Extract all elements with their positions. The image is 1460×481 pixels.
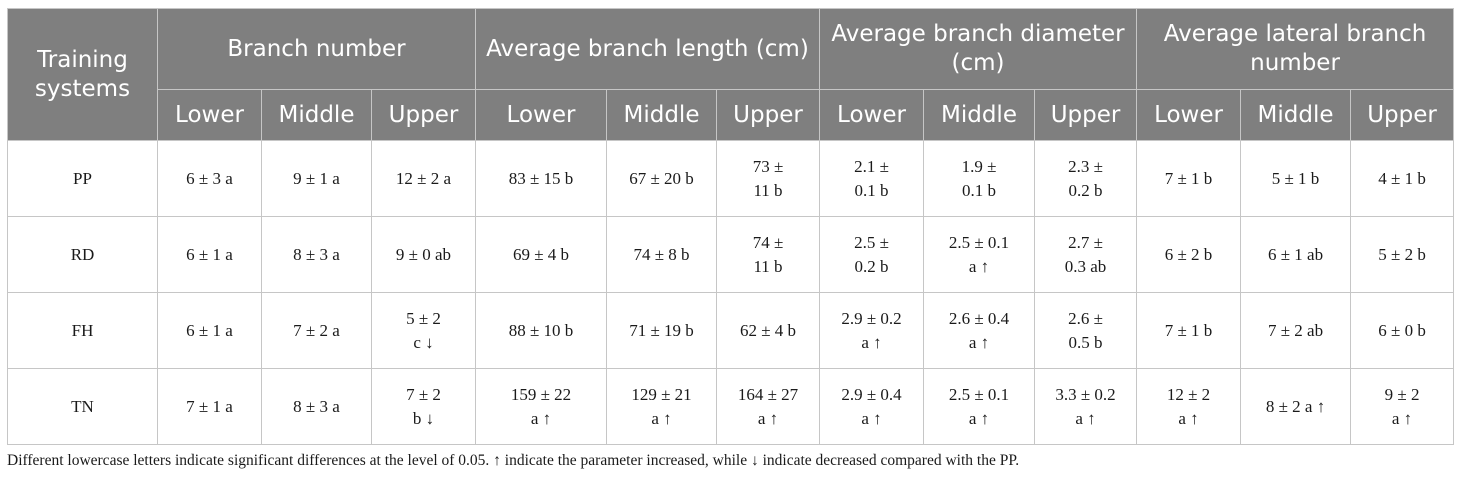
table-cell: 6 ± 0 b — [1350, 292, 1455, 369]
subheader-middle: Middle — [1240, 89, 1352, 141]
table-cell: 7 ± 2 b ↓ — [371, 368, 476, 445]
table-row: RD 6 ± 1 a 8 ± 3 a 9 ± 0 ab 69 ± 4 b 74 … — [7, 216, 1455, 293]
table-cell: 6 ± 1 ab — [1240, 216, 1352, 293]
subheader-lower: Lower — [819, 89, 924, 141]
table-cell: 2.9 ± 0.2 a ↑ — [819, 292, 924, 369]
table-cell: 2.5 ± 0.1 a ↑ — [923, 216, 1035, 293]
table-cell: 7 ± 2 ab — [1240, 292, 1352, 369]
table-row: TN 7 ± 1 a 8 ± 3 a 7 ± 2 b ↓ 159 ± 22 a … — [7, 368, 1455, 445]
table-cell: 7 ± 1 a — [157, 368, 262, 445]
table-cell: 159 ± 22 a ↑ — [475, 368, 607, 445]
table-cell: 2.6 ± 0.5 b — [1033, 292, 1138, 369]
table-cell: 6 ± 2 b — [1136, 216, 1242, 293]
table-cell: 5 ± 1 b — [1240, 140, 1352, 217]
table-cell: 2.6 ± 0.4 a ↑ — [923, 292, 1035, 369]
header-average-branch-diameter: Average branch diameter (cm) — [818, 8, 1138, 90]
table-cell: 74 ± 11 b — [716, 216, 820, 293]
table-row: FH 6 ± 1 a 7 ± 2 a 5 ± 2 c ↓ 88 ± 10 b 7… — [7, 292, 1455, 369]
table-cell: 2.5 ± 0.1 a ↑ — [923, 368, 1035, 445]
subheader-upper: Upper — [371, 89, 476, 141]
table-cell: 4 ± 1 b — [1350, 140, 1455, 217]
table-cell: 9 ± 2 a ↑ — [1350, 368, 1455, 445]
table-cell: 9 ± 0 ab — [371, 216, 476, 293]
table-cell: 2.3 ± 0.2 b — [1033, 140, 1138, 217]
table-cell: 129 ± 21 a ↑ — [606, 368, 717, 445]
table-cell: 7 ± 1 b — [1136, 292, 1242, 369]
header-average-lateral-branch-number: Average lateral branch number — [1136, 8, 1455, 90]
table-cell: 1.9 ± 0.1 b — [923, 140, 1035, 217]
table-cell: 6 ± 1 a — [157, 216, 262, 293]
table-row: PP 6 ± 3 a 9 ± 1 a 12 ± 2 a 83 ± 15 b 67… — [7, 140, 1455, 217]
table-cell: 8 ± 2 a ↑ — [1240, 368, 1352, 445]
table-cell: 71 ± 19 b — [606, 292, 717, 369]
subheader-lower: Lower — [1136, 89, 1242, 141]
table-cell: 2.9 ± 0.4 a ↑ — [819, 368, 924, 445]
header-branch-number: Branch number — [157, 8, 476, 90]
table-cell: 9 ± 1 a — [261, 140, 372, 217]
table-cell: 5 ± 2 c ↓ — [371, 292, 476, 369]
table-cell: 12 ± 2 a ↑ — [1136, 368, 1242, 445]
table-cell: 12 ± 2 a — [371, 140, 476, 217]
subheader-middle: Middle — [606, 89, 717, 141]
subheader-middle: Middle — [923, 89, 1035, 141]
table-cell: 8 ± 3 a — [261, 368, 372, 445]
table-cell: 73 ± 11 b — [716, 140, 820, 217]
subheader-middle: Middle — [261, 89, 372, 141]
subheader-lower: Lower — [157, 89, 262, 141]
table-cell: 5 ± 2 b — [1350, 216, 1455, 293]
data-table-container: Training systems Branch number Average b… — [7, 8, 1455, 445]
table-cell: 2.5 ± 0.2 b — [819, 216, 924, 293]
row-label: TN — [7, 368, 158, 445]
table-cell: 6 ± 3 a — [157, 140, 262, 217]
table-cell: 88 ± 10 b — [475, 292, 607, 369]
row-label: PP — [7, 140, 158, 217]
subheader-upper: Upper — [716, 89, 820, 141]
table-cell: 164 ± 27 a ↑ — [716, 368, 820, 445]
row-label: RD — [7, 216, 158, 293]
table-cell: 83 ± 15 b — [475, 140, 607, 217]
table-cell: 2.7 ± 0.3 ab — [1033, 216, 1138, 293]
results-table: Training systems Branch number Average b… — [7, 8, 1455, 445]
subheader-upper: Upper — [1350, 89, 1455, 141]
header-training-systems: Training systems — [7, 8, 158, 141]
table-cell: 6 ± 1 a — [157, 292, 262, 369]
table-cell: 7 ± 2 a — [261, 292, 372, 369]
subheader-upper: Upper — [1033, 89, 1138, 141]
table-cell: 2.1 ± 0.1 b — [819, 140, 924, 217]
row-label: FH — [7, 292, 158, 369]
table-cell: 3.3 ± 0.2 a ↑ — [1033, 368, 1138, 445]
subheader-lower: Lower — [475, 89, 607, 141]
table-cell: 62 ± 4 b — [716, 292, 820, 369]
table-cell: 7 ± 1 b — [1136, 140, 1242, 217]
table-cell: 69 ± 4 b — [475, 216, 607, 293]
table-cell: 74 ± 8 b — [606, 216, 717, 293]
header-average-branch-length: Average branch length (cm) — [475, 8, 820, 90]
table-footnote: Different lowercase letters indicate sig… — [7, 452, 1020, 469]
table-cell: 67 ± 20 b — [606, 140, 717, 217]
table-cell: 8 ± 3 a — [261, 216, 372, 293]
